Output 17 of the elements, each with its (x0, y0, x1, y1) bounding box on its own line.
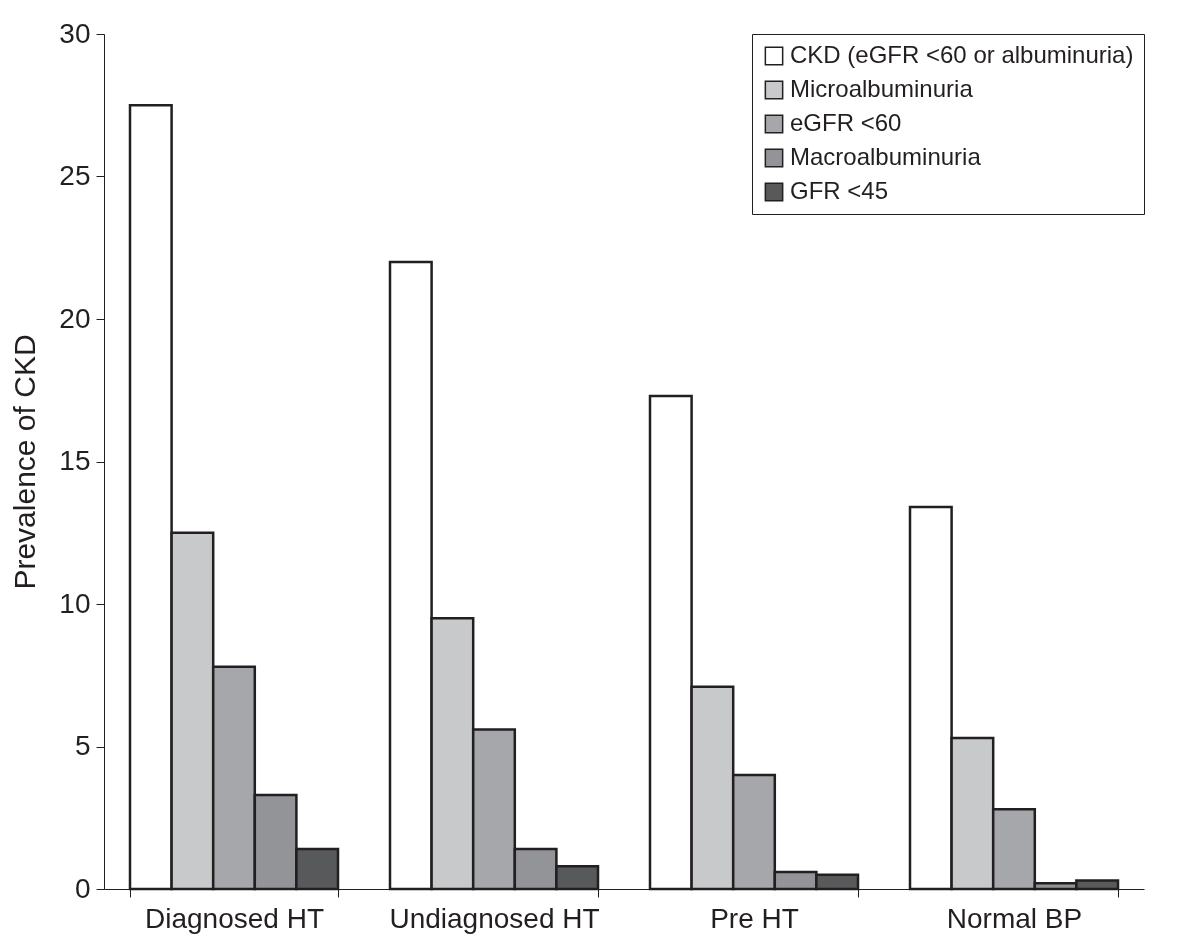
y-tick-label: 5 (74, 730, 91, 761)
x-tick-label: Undiagnosed HT (389, 902, 600, 934)
legend-label: GFR <45 (790, 177, 889, 204)
x-tick-label: Diagnosed HT (145, 902, 324, 934)
y-tick-label: 20 (59, 302, 91, 334)
legend-label: Macroalbuminuria (790, 143, 982, 170)
x-tick-label: Pre HT (710, 902, 799, 934)
y-tick-label: 15 (59, 445, 91, 476)
y-tick-label: 25 (59, 160, 91, 191)
x-tick-label: Normal BP (946, 902, 1083, 934)
y-tick-label: 30 (59, 17, 91, 49)
y-tick-label: 10 (59, 587, 91, 619)
y-tick-label: 0 (74, 872, 91, 904)
legend-label: Microalbuminuria (790, 75, 974, 102)
legend-label: CKD (eGFR <60 or albuminuria) (790, 41, 1134, 68)
y-axis-title: Prevalence of CKD (8, 334, 42, 590)
legend-label: eGFR <60 (790, 109, 902, 136)
